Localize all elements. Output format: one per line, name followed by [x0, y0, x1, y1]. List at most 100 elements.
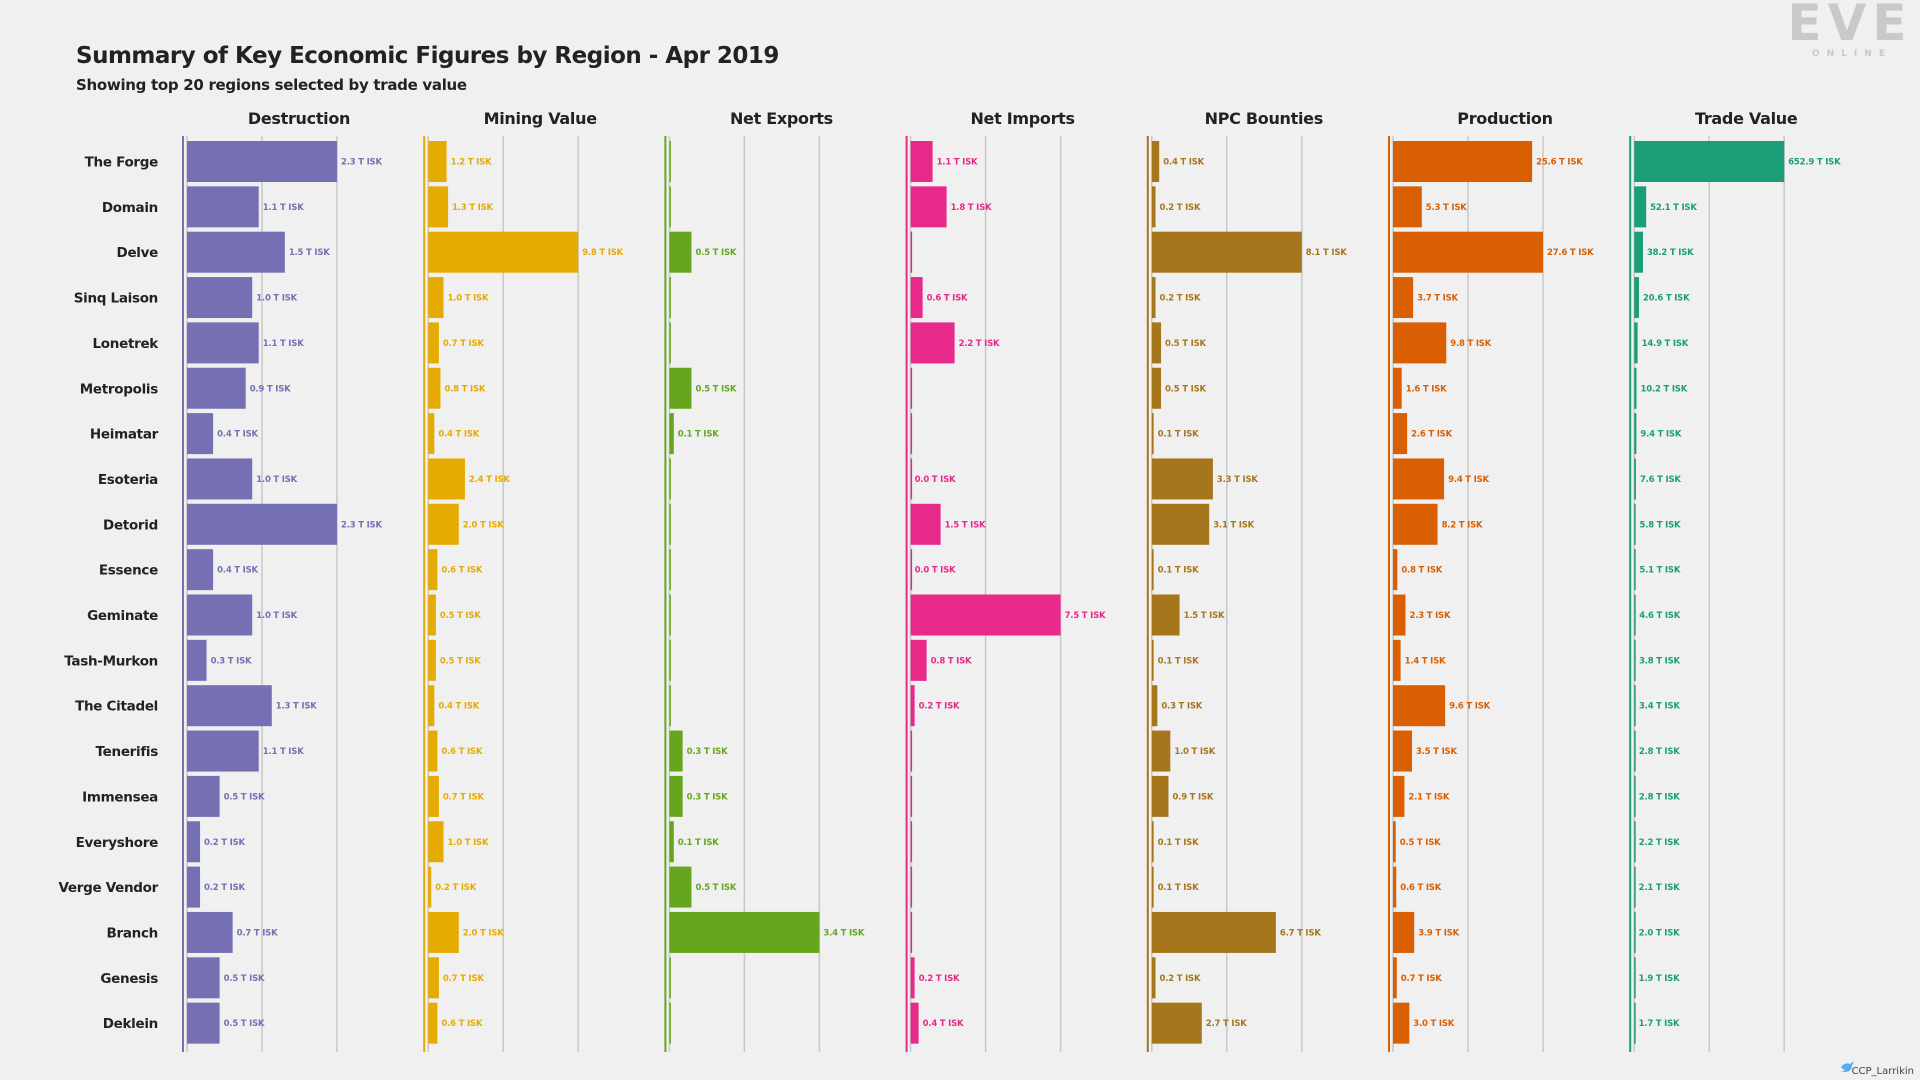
data-label: 0.2 T ISK [919, 974, 960, 984]
panel-title: NPC Bounties [1205, 109, 1323, 128]
data-label: 0.1 T ISK [678, 430, 719, 440]
data-label: 0.8 T ISK [1401, 566, 1442, 576]
bar [1634, 277, 1639, 319]
data-label: 2.0 T ISK [463, 520, 504, 530]
category-label: Heimatar [90, 427, 159, 443]
data-label: 3.8 T ISK [1639, 656, 1680, 666]
bar [428, 503, 459, 545]
bar [910, 730, 913, 772]
data-label: 0.4 T ISK [217, 566, 258, 576]
author-credit: CCP_Larrikin [1841, 1062, 1914, 1077]
bar [1634, 594, 1636, 636]
bar [1634, 730, 1636, 772]
data-label: 0.1 T ISK [1158, 430, 1199, 440]
bar [428, 866, 432, 908]
data-label: 0.9 T ISK [250, 384, 291, 394]
category-label: Sinq Laison [74, 291, 158, 307]
bar [187, 549, 214, 591]
bar [1393, 730, 1413, 772]
panel-title: Production [1457, 109, 1552, 128]
data-label: 0.5 T ISK [440, 611, 481, 621]
bar [187, 277, 253, 319]
panels: The Forge Domain Delve Sinq Laison Lonetrek M… [58, 109, 1841, 1052]
bar [910, 685, 915, 727]
bar [1151, 957, 1156, 999]
bird-icon [1841, 1062, 1854, 1072]
bar [187, 866, 201, 908]
bar [910, 549, 913, 591]
panel-net-imports: Net Imports 1.1 T ISK 1.8 T ISK 0.6 T ISK 2.… [905, 109, 1106, 1052]
bar [669, 413, 674, 455]
bar [1634, 231, 1643, 273]
data-label: 1.0 T ISK [256, 611, 297, 621]
bar [1634, 1002, 1636, 1044]
data-label: 0.7 T ISK [1401, 974, 1442, 984]
data-label: 9.4 T ISK [1448, 475, 1489, 485]
bar [1151, 866, 1154, 908]
data-label: 9.8 T ISK [582, 248, 623, 258]
bar [428, 775, 439, 817]
data-label: 0.4 T ISK [438, 430, 479, 440]
eve-online-logo: EVE ONLINE [1787, 0, 1906, 59]
data-label: 0.1 T ISK [1158, 883, 1199, 893]
category-label: Tash-Murkon [64, 653, 158, 669]
bar [669, 458, 671, 500]
bar [910, 277, 923, 319]
bar [187, 821, 201, 863]
bar [428, 730, 438, 772]
bar [1634, 413, 1637, 455]
bar [1393, 866, 1397, 908]
data-label: 2.3 T ISK [341, 520, 382, 530]
category-label: Genesis [100, 971, 158, 987]
data-label: 0.6 T ISK [441, 1019, 482, 1029]
bar [187, 322, 259, 364]
data-label: 2.8 T ISK [1639, 747, 1680, 757]
data-label: 7.5 T ISK [1065, 611, 1106, 621]
data-label: 0.6 T ISK [927, 294, 968, 304]
data-label: 0.5 T ISK [1400, 838, 1441, 848]
data-label: 5.3 T ISK [1426, 203, 1467, 213]
bar [1151, 730, 1171, 772]
panel-npc-bounties: NPC Bounties 0.4 T ISK 0.2 T ISK 8.1 T ISK 0… [1146, 109, 1347, 1052]
bar [428, 549, 438, 591]
data-label: 0.5 T ISK [695, 883, 736, 893]
category-label: Tenerifis [96, 744, 159, 760]
bar [428, 413, 435, 455]
bar [1151, 503, 1210, 545]
bar [187, 639, 207, 681]
data-label: 9.4 T ISK [1640, 430, 1681, 440]
data-label: 1.0 T ISK [448, 838, 489, 848]
panel-net-exports: Net Exports 0.5 T ISK 0.5 T ISK 0.1 T ISK 0.… [664, 109, 865, 1052]
data-label: 0.1 T ISK [1158, 566, 1199, 576]
data-label: 2.4 T ISK [469, 475, 510, 485]
bar [1151, 1002, 1202, 1044]
bar [669, 1002, 671, 1044]
data-label: 1.2 T ISK [451, 158, 492, 168]
bar [669, 639, 671, 681]
data-label: 0.2 T ISK [1160, 294, 1201, 304]
data-label: 8.1 T ISK [1306, 248, 1347, 258]
data-label: 3.5 T ISK [1416, 747, 1457, 757]
data-label: 0.3 T ISK [1161, 702, 1202, 712]
bar [669, 277, 671, 319]
bar [187, 957, 220, 999]
bar [1634, 911, 1636, 953]
category-label: Delve [117, 245, 159, 261]
category-label: Geminate [87, 608, 158, 624]
data-label: 38.2 T ISK [1647, 248, 1694, 258]
category-label: Deklein [103, 1016, 158, 1032]
category-label: Immensea [82, 789, 158, 805]
bar [428, 458, 465, 500]
bar [428, 1002, 438, 1044]
data-label: 0.6 T ISK [441, 747, 482, 757]
bar [669, 594, 671, 636]
bar [669, 367, 692, 409]
bar [1151, 231, 1302, 273]
bar [1634, 458, 1636, 500]
data-label: 5.1 T ISK [1639, 566, 1680, 576]
bar [669, 911, 820, 953]
bar [669, 503, 671, 545]
panel-mining-value: Mining Value 1.2 T ISK 1.3 T ISK 9.8 T ISK 1… [423, 109, 624, 1052]
data-label: 1.1 T ISK [263, 339, 304, 349]
data-label: 3.4 T ISK [823, 928, 864, 938]
